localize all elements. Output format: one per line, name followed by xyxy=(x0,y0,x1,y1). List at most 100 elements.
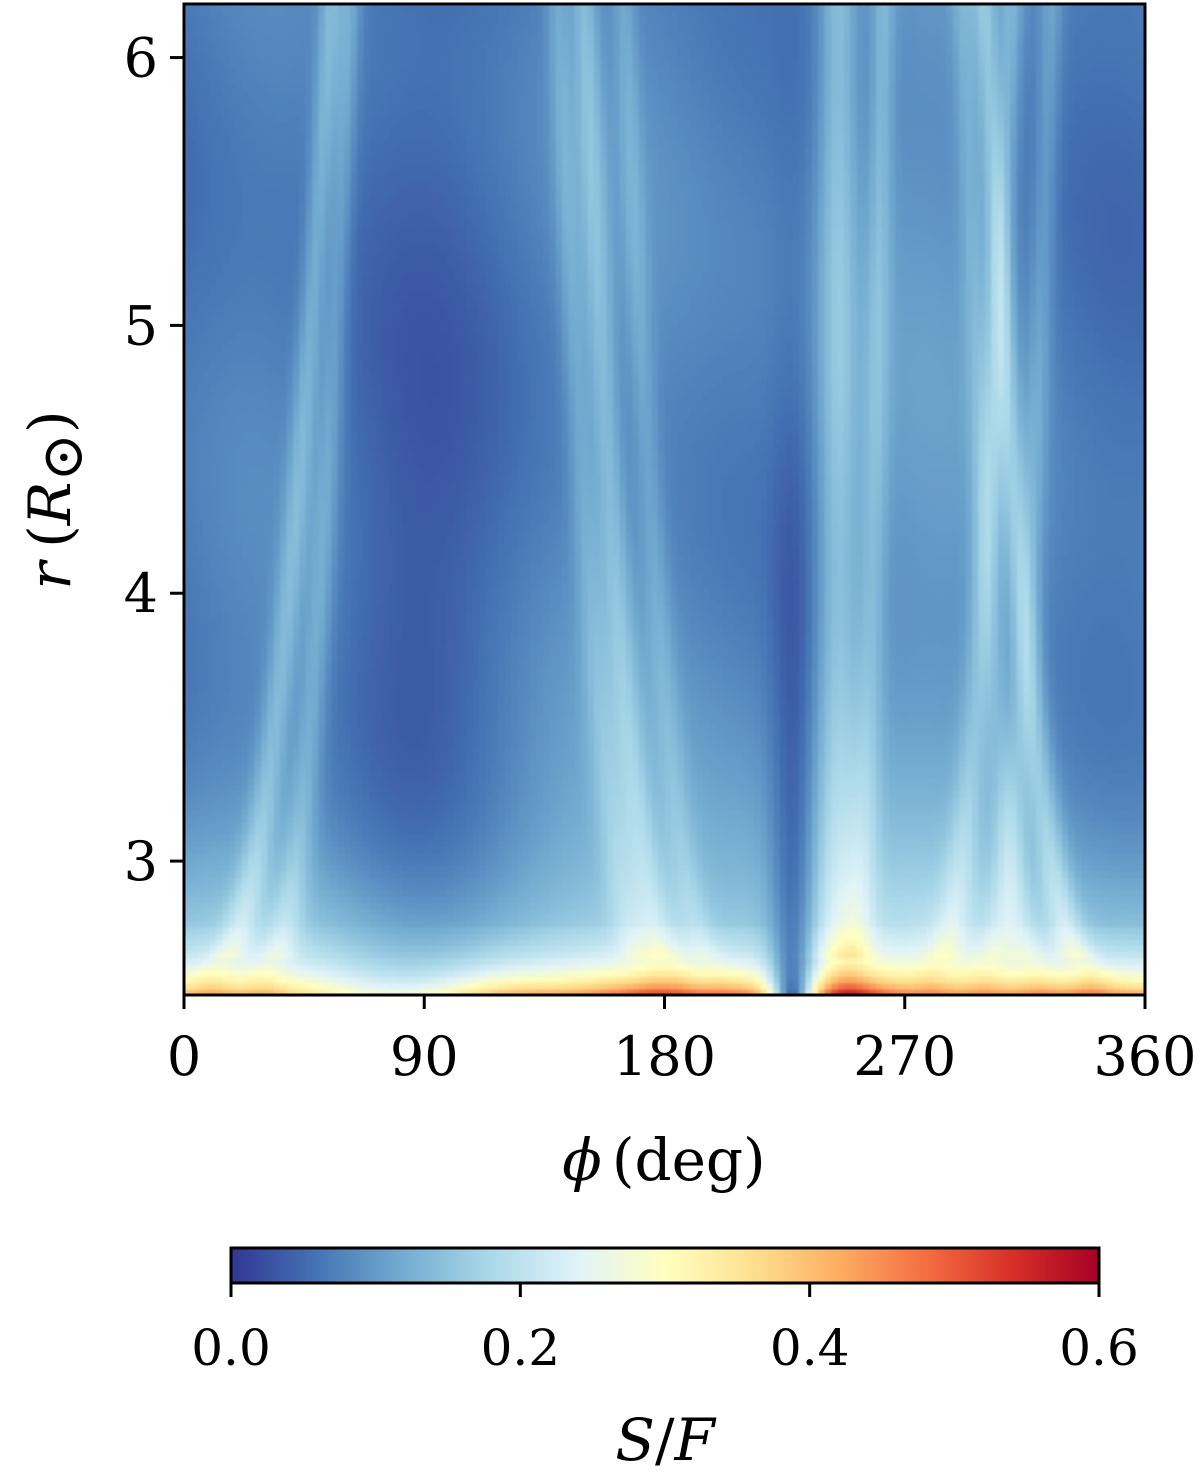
heatmap-cell xyxy=(645,890,652,897)
heatmap-cell xyxy=(1126,828,1133,835)
heatmap-cell xyxy=(773,976,780,983)
heatmap-cell xyxy=(383,890,390,897)
heatmap-cell xyxy=(703,822,710,829)
heatmap-cell xyxy=(607,976,614,983)
heatmap-cell xyxy=(331,976,338,983)
heatmap-cell xyxy=(402,958,409,965)
heatmap-cell xyxy=(267,846,274,853)
heatmap-cell xyxy=(665,952,672,959)
heatmap-cell xyxy=(645,797,652,804)
heatmap-cell xyxy=(338,797,345,804)
heatmap-cell xyxy=(805,964,812,971)
heatmap-cell xyxy=(248,970,255,977)
heatmap-cell xyxy=(665,865,672,872)
heatmap-cell xyxy=(1100,896,1107,903)
heatmap-cell xyxy=(190,815,197,822)
heatmap-cell xyxy=(363,945,370,952)
heatmap-cell xyxy=(1094,921,1101,928)
heatmap-cell xyxy=(844,803,851,810)
heatmap-cell xyxy=(600,791,607,798)
heatmap-cell xyxy=(946,939,953,946)
heatmap-cell xyxy=(536,914,543,921)
heatmap-cell xyxy=(338,865,345,872)
heatmap-cell xyxy=(1030,822,1037,829)
heatmap-cell xyxy=(210,846,217,853)
heatmap-cell xyxy=(568,853,575,860)
heatmap-cell xyxy=(767,964,774,971)
heatmap-cell xyxy=(216,983,223,990)
heatmap-cell xyxy=(1023,803,1030,810)
heatmap-cell xyxy=(754,797,761,804)
heatmap-cell xyxy=(703,871,710,878)
heatmap-cell xyxy=(415,939,422,946)
heatmap-cell xyxy=(773,964,780,971)
heatmap-cell xyxy=(1107,921,1114,928)
heatmap-cell xyxy=(703,927,710,934)
heatmap-cell xyxy=(190,976,197,983)
heatmap-cell xyxy=(331,890,338,897)
heatmap-cell xyxy=(261,797,268,804)
heatmap-cell xyxy=(421,803,428,810)
heatmap-cell xyxy=(754,791,761,798)
heatmap-cell xyxy=(434,859,441,866)
heatmap-cell xyxy=(722,964,729,971)
heatmap-cell xyxy=(459,784,466,791)
heatmap-cell xyxy=(741,976,748,983)
heatmap-cell xyxy=(511,791,518,798)
heatmap-cell xyxy=(1126,958,1133,965)
heatmap-cell xyxy=(588,828,595,835)
heatmap-cell xyxy=(492,921,499,928)
heatmap-cell xyxy=(837,983,844,990)
heatmap-cell xyxy=(902,927,909,934)
heatmap-cell xyxy=(395,945,402,952)
heatmap-cell xyxy=(671,840,678,847)
heatmap-cell xyxy=(562,828,569,835)
heatmap-cell xyxy=(722,884,729,891)
heatmap-cell xyxy=(991,846,998,853)
heatmap-cell xyxy=(620,884,627,891)
heatmap-cell xyxy=(376,809,383,816)
heatmap-cell xyxy=(203,791,210,798)
heatmap-cell xyxy=(459,791,466,798)
heatmap-cell xyxy=(914,890,921,897)
heatmap-cell xyxy=(1023,983,1030,990)
heatmap-cell xyxy=(857,865,864,872)
heatmap-cell xyxy=(440,952,447,959)
heatmap-cell xyxy=(613,815,620,822)
heatmap-cell xyxy=(325,939,332,946)
heatmap-cell xyxy=(1119,840,1126,847)
heatmap-cell xyxy=(639,890,646,897)
heatmap-cell xyxy=(280,803,287,810)
heatmap-cell xyxy=(459,884,466,891)
heatmap-cell xyxy=(1113,970,1120,977)
heatmap-cell xyxy=(703,964,710,971)
heatmap-cell xyxy=(748,927,755,934)
heatmap-cell xyxy=(722,890,729,897)
heatmap-cell xyxy=(844,840,851,847)
heatmap-cell xyxy=(562,939,569,946)
heatmap-cell xyxy=(1036,834,1043,841)
heatmap-cell xyxy=(363,797,370,804)
heatmap-cell xyxy=(1113,902,1120,909)
heatmap-cell xyxy=(190,840,197,847)
heatmap-cell xyxy=(1094,914,1101,921)
heatmap-cell xyxy=(773,865,780,872)
heatmap-cell xyxy=(825,859,832,866)
heatmap-cell xyxy=(863,822,870,829)
heatmap-cell xyxy=(927,797,934,804)
heatmap-cell xyxy=(1119,927,1126,934)
heatmap-cell xyxy=(235,983,242,990)
heatmap-cell xyxy=(235,834,242,841)
heatmap-cell xyxy=(697,846,704,853)
heatmap-cell xyxy=(1081,902,1088,909)
heatmap-cell xyxy=(908,828,915,835)
heatmap-cell xyxy=(261,859,268,866)
heatmap-cell xyxy=(895,791,902,798)
heatmap-cell xyxy=(735,791,742,798)
heatmap-cell xyxy=(434,877,441,884)
heatmap-cell xyxy=(620,976,627,983)
heatmap-cell xyxy=(261,927,268,934)
heatmap-cell xyxy=(453,983,460,990)
heatmap-cell xyxy=(408,828,415,835)
heatmap-cell xyxy=(998,921,1005,928)
